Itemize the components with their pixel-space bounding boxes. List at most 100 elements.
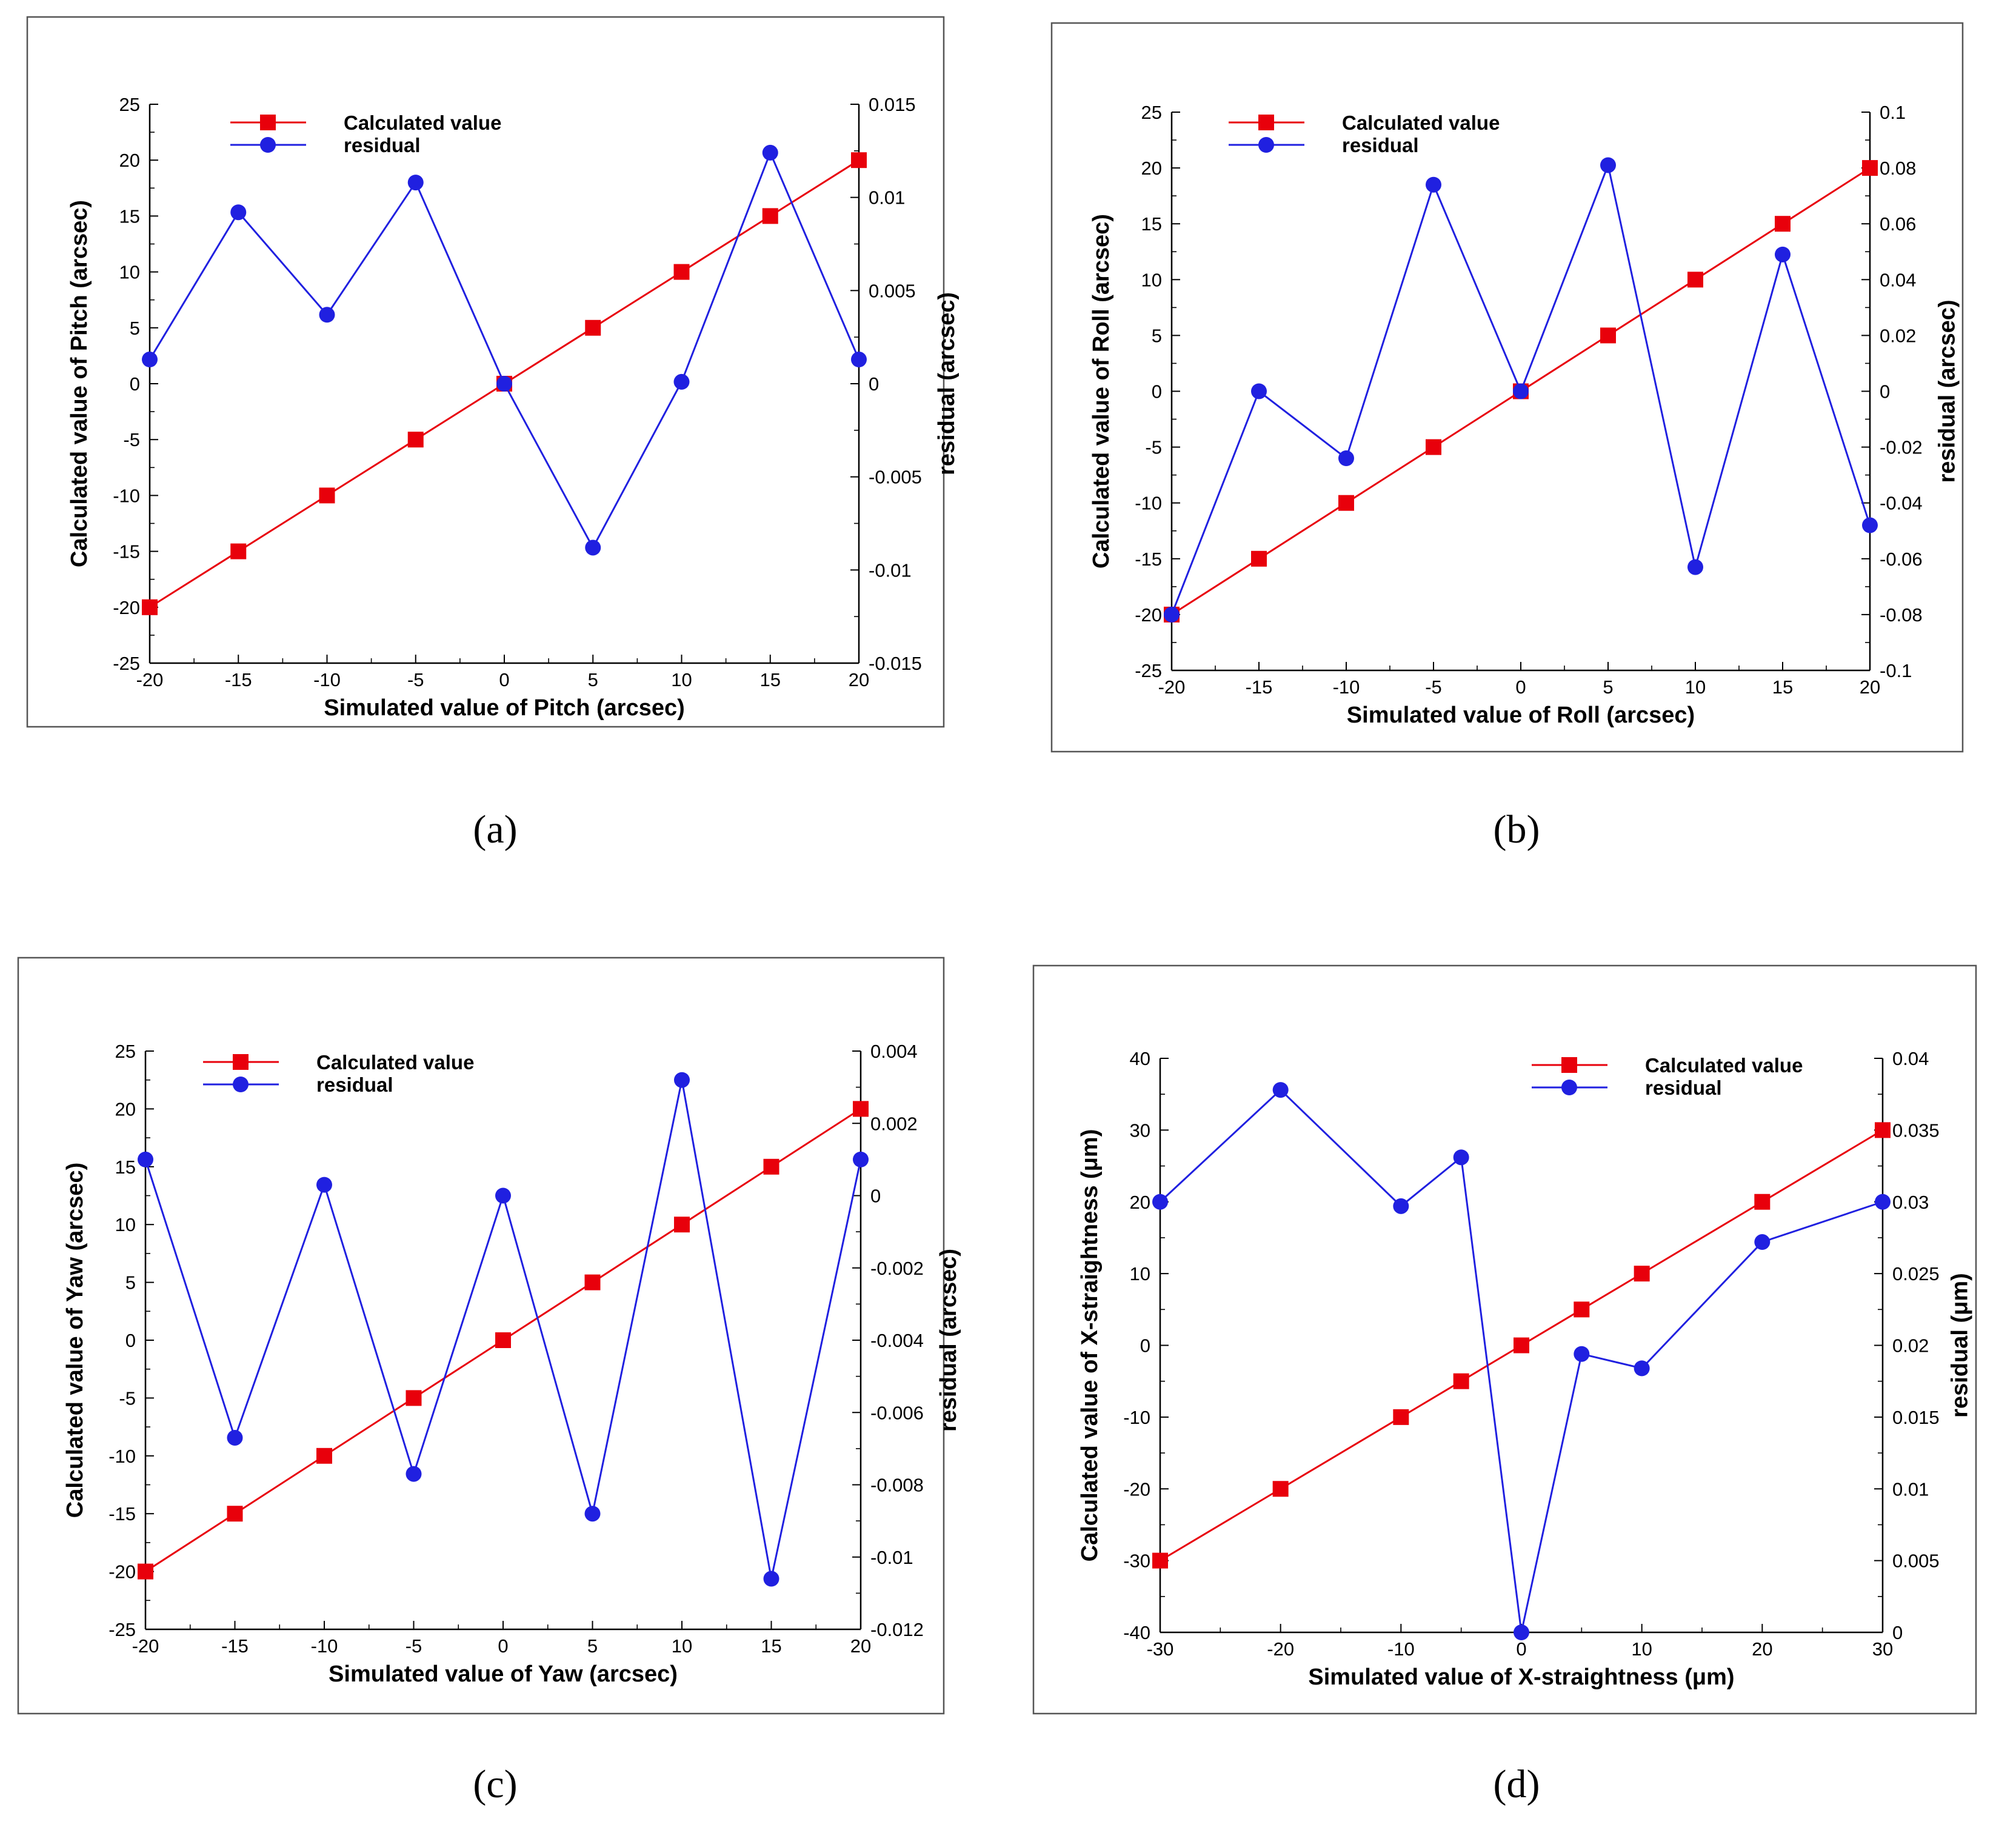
residual-point	[1393, 1198, 1409, 1214]
y-tick-label: -15	[113, 541, 140, 563]
y-tick-label: -10	[108, 1446, 136, 1467]
y-tick-label: 5	[1152, 325, 1162, 346]
y2-tick-label: 0.03	[1892, 1192, 1929, 1213]
y2-tick-label: 0	[1880, 381, 1890, 402]
y2-tick-label: 0	[870, 1186, 881, 1207]
x-axis-title: Simulated value of Roll (arcsec)	[1347, 703, 1695, 728]
y-tick-label: 20	[1141, 158, 1162, 179]
residual-point	[674, 1072, 690, 1088]
x-tick-label: -20	[136, 669, 164, 690]
residual-point	[1426, 176, 1441, 193]
x-tick-label: 20	[1752, 1638, 1772, 1660]
residual-point	[230, 204, 247, 221]
y2-tick-label: -0.1	[1880, 660, 1912, 681]
calculated-series	[138, 1101, 869, 1580]
y-tick-label: -15	[1135, 549, 1162, 570]
residual-point	[1152, 1194, 1168, 1210]
calculated-point	[1862, 160, 1878, 176]
calculated-point	[1600, 327, 1616, 344]
x-tick-label: 20	[850, 1635, 871, 1657]
calculated-point	[1687, 272, 1703, 288]
calculated-point	[1338, 495, 1354, 511]
residual-line	[144, 1080, 862, 1579]
calculated-point	[673, 264, 690, 280]
calculated-point	[1251, 550, 1267, 567]
x-tick-label: 0	[1516, 1638, 1526, 1660]
y-tick-label: 10	[119, 262, 140, 283]
y2-tick-label: 0.01	[869, 187, 905, 209]
residual-point	[1514, 1624, 1529, 1640]
residual-point	[316, 1177, 332, 1193]
y-tick-label: -10	[113, 485, 140, 506]
residual-point	[138, 1151, 153, 1167]
y-tick-label: 15	[119, 205, 140, 227]
calculated-point	[227, 1506, 243, 1522]
legend-calculated-label: Calculated value	[316, 1051, 474, 1073]
calculated-point	[1272, 1481, 1289, 1497]
y-tick-label: 25	[115, 1041, 136, 1062]
y2-tick-label: 0.08	[1880, 158, 1916, 179]
y2-tick-label: 0.035	[1892, 1120, 1940, 1141]
calculated-series	[1152, 1122, 1891, 1569]
y2-tick-label: 0.02	[1880, 325, 1916, 346]
y2-tick-label: 0	[1892, 1622, 1903, 1643]
panel-frame	[26, 16, 945, 728]
calculated-point	[1775, 216, 1791, 232]
x-tick-label: -15	[225, 669, 252, 690]
calculated-point	[406, 1390, 422, 1406]
x-axis-title: Simulated value of Pitch (arcsec)	[324, 695, 685, 721]
x-tick-label: 30	[1872, 1638, 1893, 1660]
chart-panel-3: -20 -15 -10 -5 0 5 10 15 20-25-20-15-10-50510152…	[17, 957, 961, 1715]
y-axis-title: Calculated value of X-straightness (μm)	[1077, 1129, 1103, 1562]
x-tick-label: -15	[221, 1635, 249, 1657]
residual-point	[584, 1506, 601, 1522]
legend-circle-marker	[233, 1077, 249, 1092]
panel-label: (b)	[1494, 807, 1540, 852]
calculated-point	[851, 152, 867, 169]
legend-square-marker	[233, 1054, 249, 1070]
y-tick-label: 5	[125, 1272, 136, 1294]
y2-axis-title: residual (arcsec)	[936, 1249, 961, 1432]
calculated-point	[1393, 1409, 1409, 1425]
y-tick-label: 15	[1141, 213, 1162, 235]
residual-point	[673, 373, 690, 390]
panel-frame	[17, 957, 945, 1715]
residual-series	[142, 144, 867, 556]
calculated-point	[316, 1447, 332, 1464]
residual-series	[1164, 157, 1878, 623]
y2-tick-label: 0.04	[1892, 1048, 1929, 1069]
y-tick-label: 15	[115, 1157, 136, 1178]
x-axis-title: Simulated value of Yaw (arcsec)	[329, 1661, 678, 1687]
x-tick-label: 15	[761, 1635, 781, 1657]
y-tick-label: -15	[108, 1503, 136, 1524]
x-tick-label: 0	[1515, 676, 1526, 698]
x-tick-label: 0	[499, 669, 509, 690]
calculated-point	[763, 1158, 779, 1175]
x-tick-label: 15	[760, 669, 781, 690]
x-tick-label: 0	[498, 1635, 508, 1657]
y-tick-label: -5	[119, 1387, 136, 1409]
y2-axis-title: residual (arcsec)	[1935, 299, 1960, 482]
residual-point	[763, 1571, 779, 1587]
x-axis-title: Simulated value of X-straightness (μm)	[1308, 1664, 1734, 1690]
y-tick-label: 10	[1141, 269, 1162, 290]
y-tick-label: -40	[1123, 1622, 1150, 1643]
chart-panel-1: -20 -15 -10 -5 0 5 10 15 20-25-20-15-10-50510152…	[26, 16, 960, 728]
calculated-point	[853, 1101, 869, 1117]
y2-tick-label: 0.004	[870, 1041, 918, 1062]
panel-label: (d)	[1494, 1762, 1540, 1806]
calculated-point	[762, 208, 778, 224]
x-tick-label: -20	[1267, 1638, 1294, 1660]
calculated-point	[1426, 439, 1441, 455]
y2-tick-label: 0.04	[1880, 269, 1916, 290]
y-axis-title: Calculated value of Pitch (arcsec)	[67, 200, 92, 567]
legend-circle-marker	[1258, 137, 1274, 153]
x-tick-label: -15	[1246, 676, 1273, 698]
y-tick-label: 20	[1130, 1192, 1150, 1213]
residual-point	[585, 539, 601, 556]
y2-tick-label: 0.005	[869, 280, 916, 301]
y2-tick-label: 0	[869, 373, 879, 395]
y-tick-label: 10	[115, 1214, 136, 1235]
y-tick-label: 0	[125, 1330, 136, 1351]
legend-circle-marker	[1561, 1080, 1577, 1095]
